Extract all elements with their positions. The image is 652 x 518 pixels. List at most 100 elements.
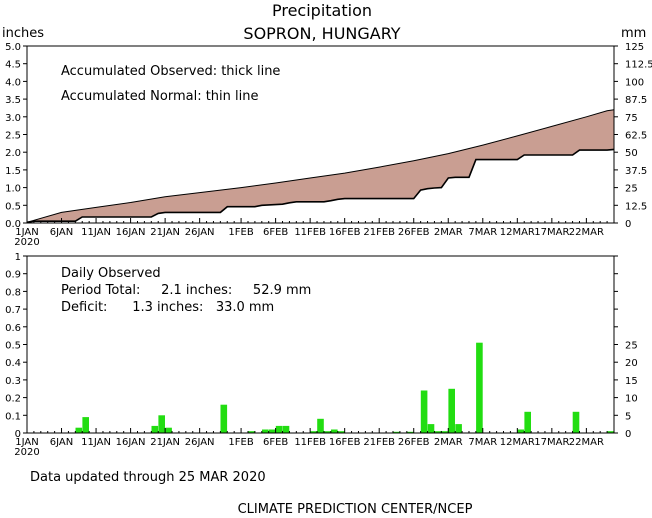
chart-title: Precipitation xyxy=(272,1,372,20)
top-year-label: 2020 xyxy=(14,237,39,248)
daily-bar xyxy=(455,424,462,433)
daily-bar xyxy=(331,429,338,433)
bottom-y-tick-label: 0.8 xyxy=(5,287,21,298)
bottom-x-tick-label: 12MAR xyxy=(500,437,535,448)
top-y-tick-label: 4.5 xyxy=(5,60,21,71)
top-x-tick-label: 7MAR xyxy=(468,227,497,238)
top-y2-tick-label: 12.5 xyxy=(625,201,647,212)
bottom-y-tick-label: 0 xyxy=(15,429,21,440)
observed-line xyxy=(26,148,615,224)
bottom-x-tick-label: 17MAR xyxy=(534,437,569,448)
daily-bar xyxy=(310,431,317,433)
daily-bar xyxy=(158,415,165,433)
top-y2-tick-label: 125 xyxy=(625,42,644,53)
bottom-y2-tick-label: 0 xyxy=(625,429,631,440)
bottom-x-tick-label: 1JAN xyxy=(15,437,38,448)
top-y-tick-label: 1.5 xyxy=(5,166,21,177)
bottom-x-tick-label: 16JAN xyxy=(116,437,146,448)
bottom-y2-tick-label: 25 xyxy=(625,341,638,352)
bottom-x-tick-label: 11FEB xyxy=(294,437,326,448)
daily-bar xyxy=(220,404,228,433)
top-x-tick-label: 6JAN xyxy=(50,227,73,238)
bottom-y2-tick-label: 20 xyxy=(625,358,638,369)
bottom-y2-tick-label: 5 xyxy=(625,411,631,422)
bottom-y-tick-label: 0.9 xyxy=(5,270,21,281)
daily-bar xyxy=(262,429,269,433)
deficit-fill-area xyxy=(27,109,614,223)
bottom-y2-tick-label: 10 xyxy=(625,394,638,405)
top-y-tick-label: 2.0 xyxy=(5,148,21,159)
bottom-x-tick-label: 26FEB xyxy=(398,437,430,448)
accumulated-panel: 0.0 0 0.5 12.5 1.0 25 1.5 37.5 2.0 50 2.5 62.5 3.0 75… xyxy=(5,42,652,248)
top-y2-tick-label: 50 xyxy=(625,148,638,159)
top-y-tick-label: 4.0 xyxy=(5,77,21,88)
bottom-x-tick-label: 7MAR xyxy=(468,437,497,448)
top-y2-tick-label: 100 xyxy=(625,77,644,88)
bottom-x-tick-label: 6JAN xyxy=(50,437,73,448)
legend-observed: Accumulated Observed: thick line xyxy=(61,64,280,79)
top-y2-tick-label: 25 xyxy=(625,184,638,195)
period-total: Period Total: 2.1 inches: 52.9 mm xyxy=(61,283,311,298)
top-x-tick-label: 2MAR xyxy=(434,227,463,238)
daily-bar xyxy=(476,342,483,433)
deficit: Deficit: 1.3 inches: 33.0 mm xyxy=(61,300,274,315)
top-y2-tick-label: 112.5 xyxy=(625,60,652,71)
top-y-tick-label: 0.5 xyxy=(5,201,21,212)
bottom-y2-tick-label: 15 xyxy=(625,376,638,387)
top-y2-tick-label: 75 xyxy=(625,113,638,124)
daily-bar xyxy=(337,431,345,433)
legend-normal: Accumulated Normal: thin line xyxy=(61,89,259,104)
location-title: SOPRON, HUNGARY xyxy=(243,24,400,43)
top-x-tick-label: 26JAN xyxy=(185,227,215,238)
daily-bar xyxy=(393,431,400,433)
normal-line xyxy=(26,109,615,223)
daily-bar xyxy=(282,425,290,433)
top-x-tick-label: 1FEB xyxy=(228,227,253,238)
right-unit-label: mm xyxy=(621,26,646,41)
daily-panel-frame xyxy=(26,255,615,434)
daily-bar xyxy=(434,431,442,433)
daily-bar xyxy=(151,425,159,433)
top-x-tick-label: 16JAN xyxy=(116,227,146,238)
daily-bar xyxy=(524,411,531,433)
top-y-tick-label: 3.0 xyxy=(5,113,21,124)
daily-bar xyxy=(82,417,89,433)
daily-bar xyxy=(517,429,525,433)
bottom-x-tick-label: 21JAN xyxy=(150,437,180,448)
top-y2-tick-label: 37.5 xyxy=(625,166,647,177)
top-y2-tick-label: 87.5 xyxy=(625,95,647,106)
daily-bar xyxy=(427,424,435,433)
bottom-y-tick-label: 0.7 xyxy=(5,305,21,316)
bottom-x-tick-label: 6FEB xyxy=(263,437,288,448)
top-y-tick-label: 3.5 xyxy=(5,95,21,106)
top-x-tick-label: 11JAN xyxy=(81,227,111,238)
bottom-x-tick-label: 2MAR xyxy=(434,437,463,448)
top-x-tick-label: 12MAR xyxy=(500,227,535,238)
top-x-tick-label: 1JAN xyxy=(15,227,38,238)
daily-bar xyxy=(75,427,83,433)
bottom-y-tick-label: 0.5 xyxy=(5,341,21,352)
top-x-tick-label: 6FEB xyxy=(263,227,288,238)
daily-bar xyxy=(572,411,580,433)
bottom-year-label: 2020 xyxy=(14,447,39,458)
bottom-y-tick-label: 1 xyxy=(15,252,21,263)
top-x-tick-label: 21FEB xyxy=(363,227,395,238)
bottom-x-tick-label: 26JAN xyxy=(185,437,215,448)
bottom-x-tick-label: 16FEB xyxy=(329,437,361,448)
daily-heading: Daily Observed xyxy=(61,266,161,281)
bottom-y-tick-label: 0.6 xyxy=(5,323,21,334)
left-unit-label: inches xyxy=(2,26,44,41)
bottom-x-tick-label: 1FEB xyxy=(228,437,253,448)
bottom-x-tick-label: 22MAR xyxy=(569,437,604,448)
top-x-tick-label: 22MAR xyxy=(569,227,604,238)
top-y-tick-label: 0.0 xyxy=(5,219,21,230)
daily-panel: 0 00.1 50.2 100.3 150.4 200.5 250.60.70.80.911… xyxy=(5,252,638,458)
top-x-tick-label: 16FEB xyxy=(329,227,361,238)
top-x-tick-label: 17MAR xyxy=(534,227,569,238)
top-x-tick-label: 21JAN xyxy=(150,227,180,238)
top-y-tick-label: 5.0 xyxy=(5,42,21,53)
data-updated-note: Data updated through 25 MAR 2020 xyxy=(30,470,266,485)
accumulated-panel-frame xyxy=(26,45,615,224)
daily-bar xyxy=(441,431,449,433)
